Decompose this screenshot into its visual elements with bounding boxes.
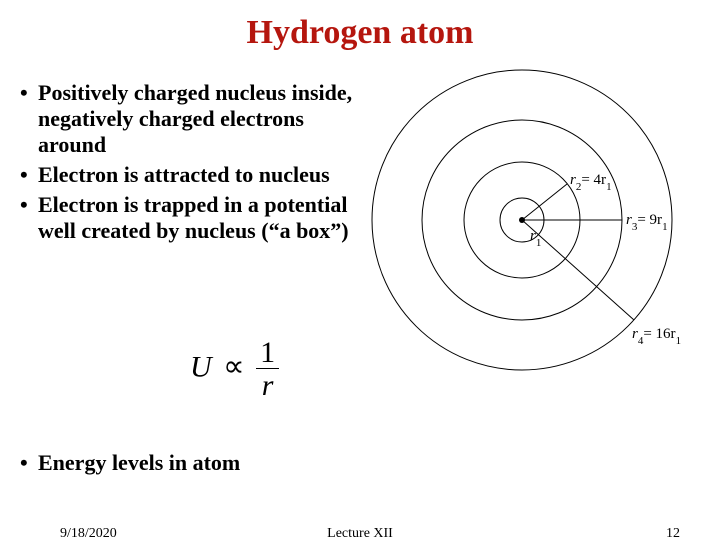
formula-lhs: U xyxy=(190,350,212,383)
bullet-item: Positively charged nucleus inside, negat… xyxy=(18,80,362,158)
svg-text:r1: r1 xyxy=(530,228,541,249)
potential-formula: U ∝ 1 r xyxy=(190,338,279,401)
formula-denominator: r xyxy=(256,369,279,401)
page-title: Hydrogen atom xyxy=(0,0,720,52)
energy-levels-bullet: Energy levels in atom xyxy=(18,450,240,476)
svg-text:r2= 4r1: r2= 4r1 xyxy=(570,172,612,193)
formula-fraction: 1 r xyxy=(256,338,279,401)
svg-text:r4= 16r1: r4= 16r1 xyxy=(632,326,681,347)
bullet-item: Electron is attracted to nucleus xyxy=(18,162,362,188)
proportional-symbol: ∝ xyxy=(219,350,248,383)
bullet-list: Positively charged nucleus inside, negat… xyxy=(18,80,362,365)
energy-levels-text: Energy levels in atom xyxy=(18,450,240,476)
orbit-svg: r1 r2= 4r1 r3= 9r1 r4= 16r1 xyxy=(362,80,702,360)
formula-numerator: 1 xyxy=(256,338,279,369)
title-text: Hydrogen atom xyxy=(247,14,474,51)
svg-text:r3= 9r1: r3= 9r1 xyxy=(626,212,668,233)
content-row: Positively charged nucleus inside, negat… xyxy=(0,52,720,365)
orbit-diagram: r1 r2= 4r1 r3= 9r1 r4= 16r1 xyxy=(362,80,702,365)
bullet-item: Electron is trapped in a potential well … xyxy=(18,192,362,244)
